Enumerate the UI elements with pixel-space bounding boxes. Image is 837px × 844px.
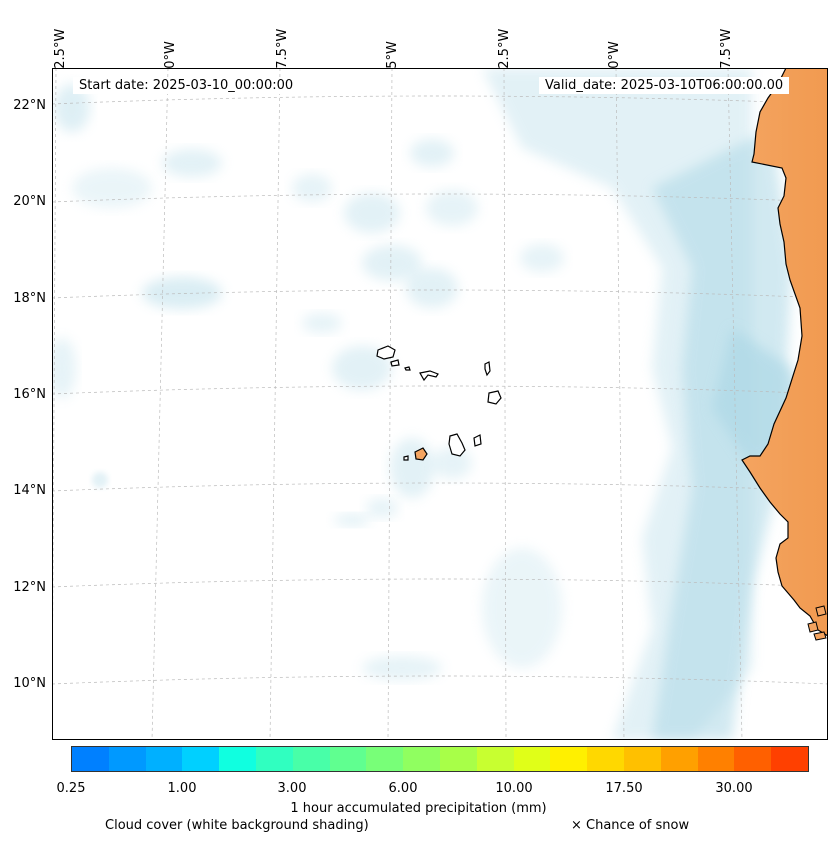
colorbar-swatch-5 [255,747,293,771]
lat-label-22n: 22°N [13,98,46,113]
colorbar-swatch-17 [697,747,735,771]
island-santo-antao [376,345,396,360]
colorbar-swatch-2 [145,747,183,771]
island-santiago [448,433,466,457]
colorbar-swatch-18 [734,747,772,771]
colorbar-swatch-14 [587,747,624,771]
cloud-cover-shading [52,68,812,740]
colorbar-title: 1 hour accumulated precipitation (mm) [290,801,547,816]
valid-date-label: Valid_date: 2025-03-10T06:00:00.00 [539,77,790,94]
colorbar-swatch-13 [550,747,588,771]
colorbar-tick-6-00: 6.00 [388,781,418,796]
colorbar-swatch-3 [182,747,220,771]
map-frame [52,68,828,740]
precipitation-colorbar [71,746,809,772]
colorbar-swatch-11 [476,747,514,771]
lat-label-16n: 16°N [13,387,46,402]
lat-label-10n: 10°N [13,676,46,691]
island-sal [484,361,491,377]
cloud-cover-legend: Cloud cover (white background shading) [105,818,369,833]
colorbar-swatch-19 [771,747,808,771]
cape-verde-islands [376,345,502,461]
colorbar-swatch-4 [219,747,256,771]
island-fogo [414,447,428,461]
start-date-label: Start date: 2025-03-10_00:00:00 [73,77,300,94]
colorbar-swatch-9 [403,747,440,771]
island-santa-luzia [404,366,411,371]
island-boa-vista [487,390,502,405]
map-canvas [52,68,828,740]
colorbar-swatch-0 [72,747,109,771]
colorbar-swatch-15 [623,747,661,771]
lat-label-14n: 14°N [13,483,46,498]
colorbar-tick-10-00: 10.00 [495,781,533,796]
snow-legend: × Chance of snow [571,818,690,833]
lat-label-18n: 18°N [13,291,46,306]
lat-label-20n: 20°N [13,194,46,209]
colorbar-swatch-8 [366,747,404,771]
colorbar-swatch-10 [439,747,477,771]
island-brava [403,455,409,461]
coastal-islands [807,605,827,641]
colorbar-tick-17-50: 17.50 [605,781,643,796]
colorbar-tick-1-00: 1.00 [167,781,197,796]
africa-coastline [741,68,828,637]
colorbar-swatch-7 [329,747,367,771]
lat-label-12n: 12°N [13,580,46,595]
colorbar-swatch-1 [108,747,146,771]
colorbar-tick-30-00: 30.00 [715,781,753,796]
graticule [52,68,828,740]
colorbar-swatch-16 [660,747,698,771]
island-sao-nicolau [419,370,439,382]
island-sao-vicente [390,359,400,367]
colorbar-tick-0-25: 0.25 [56,781,86,796]
colorbar-swatch-6 [292,747,330,771]
colorbar-tick-3-00: 3.00 [277,781,307,796]
colorbar-swatch-12 [513,747,551,771]
island-maio [473,434,482,447]
